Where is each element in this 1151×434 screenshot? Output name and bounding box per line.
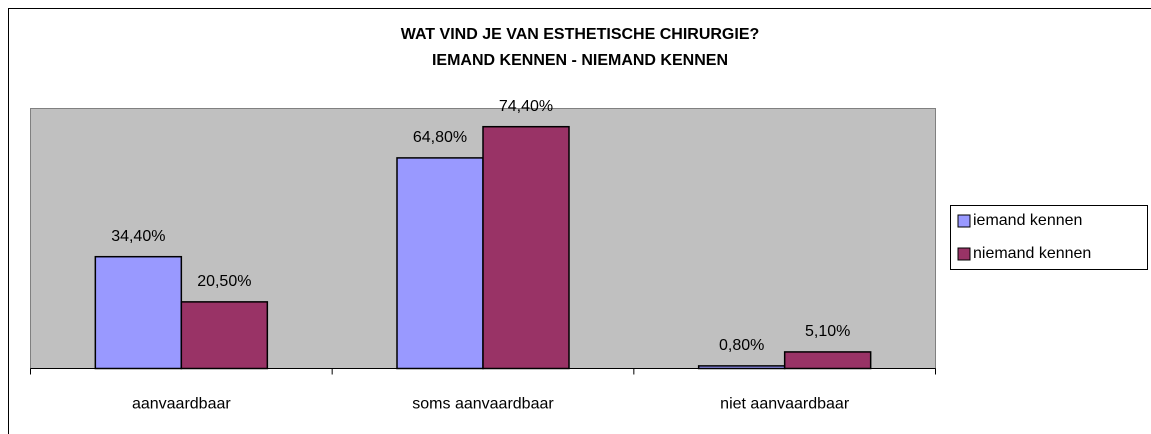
bar	[482, 125, 570, 370]
legend-swatch	[957, 214, 971, 228]
data-label: 74,40%	[499, 98, 553, 115]
bar	[94, 255, 183, 370]
data-label: 0,80%	[719, 337, 764, 354]
chart-subtitle: IEMAND KENNEN - NIEMAND KENNEN	[432, 52, 728, 69]
x-tick-label: soms aanvaardbaar	[412, 396, 554, 413]
legend-label: iemand kennen	[973, 212, 1082, 229]
bar	[783, 351, 872, 370]
data-label: 20,50%	[197, 273, 251, 290]
legend	[950, 205, 1148, 270]
bar	[180, 301, 269, 370]
x-tick-label: niet aanvaardbaar	[720, 396, 850, 413]
x-tick-label: aanvaardbaar	[132, 396, 231, 413]
bar	[396, 157, 484, 370]
chart-title: WAT VIND JE VAN ESTHETISCHE CHIRURGIE?	[401, 26, 760, 43]
data-label: 5,10%	[805, 323, 850, 340]
data-label: 34,40%	[111, 228, 165, 245]
bar	[697, 365, 786, 370]
data-label: 64,80%	[413, 129, 467, 146]
legend-label: niemand kennen	[973, 245, 1091, 262]
legend-swatch	[957, 247, 971, 261]
